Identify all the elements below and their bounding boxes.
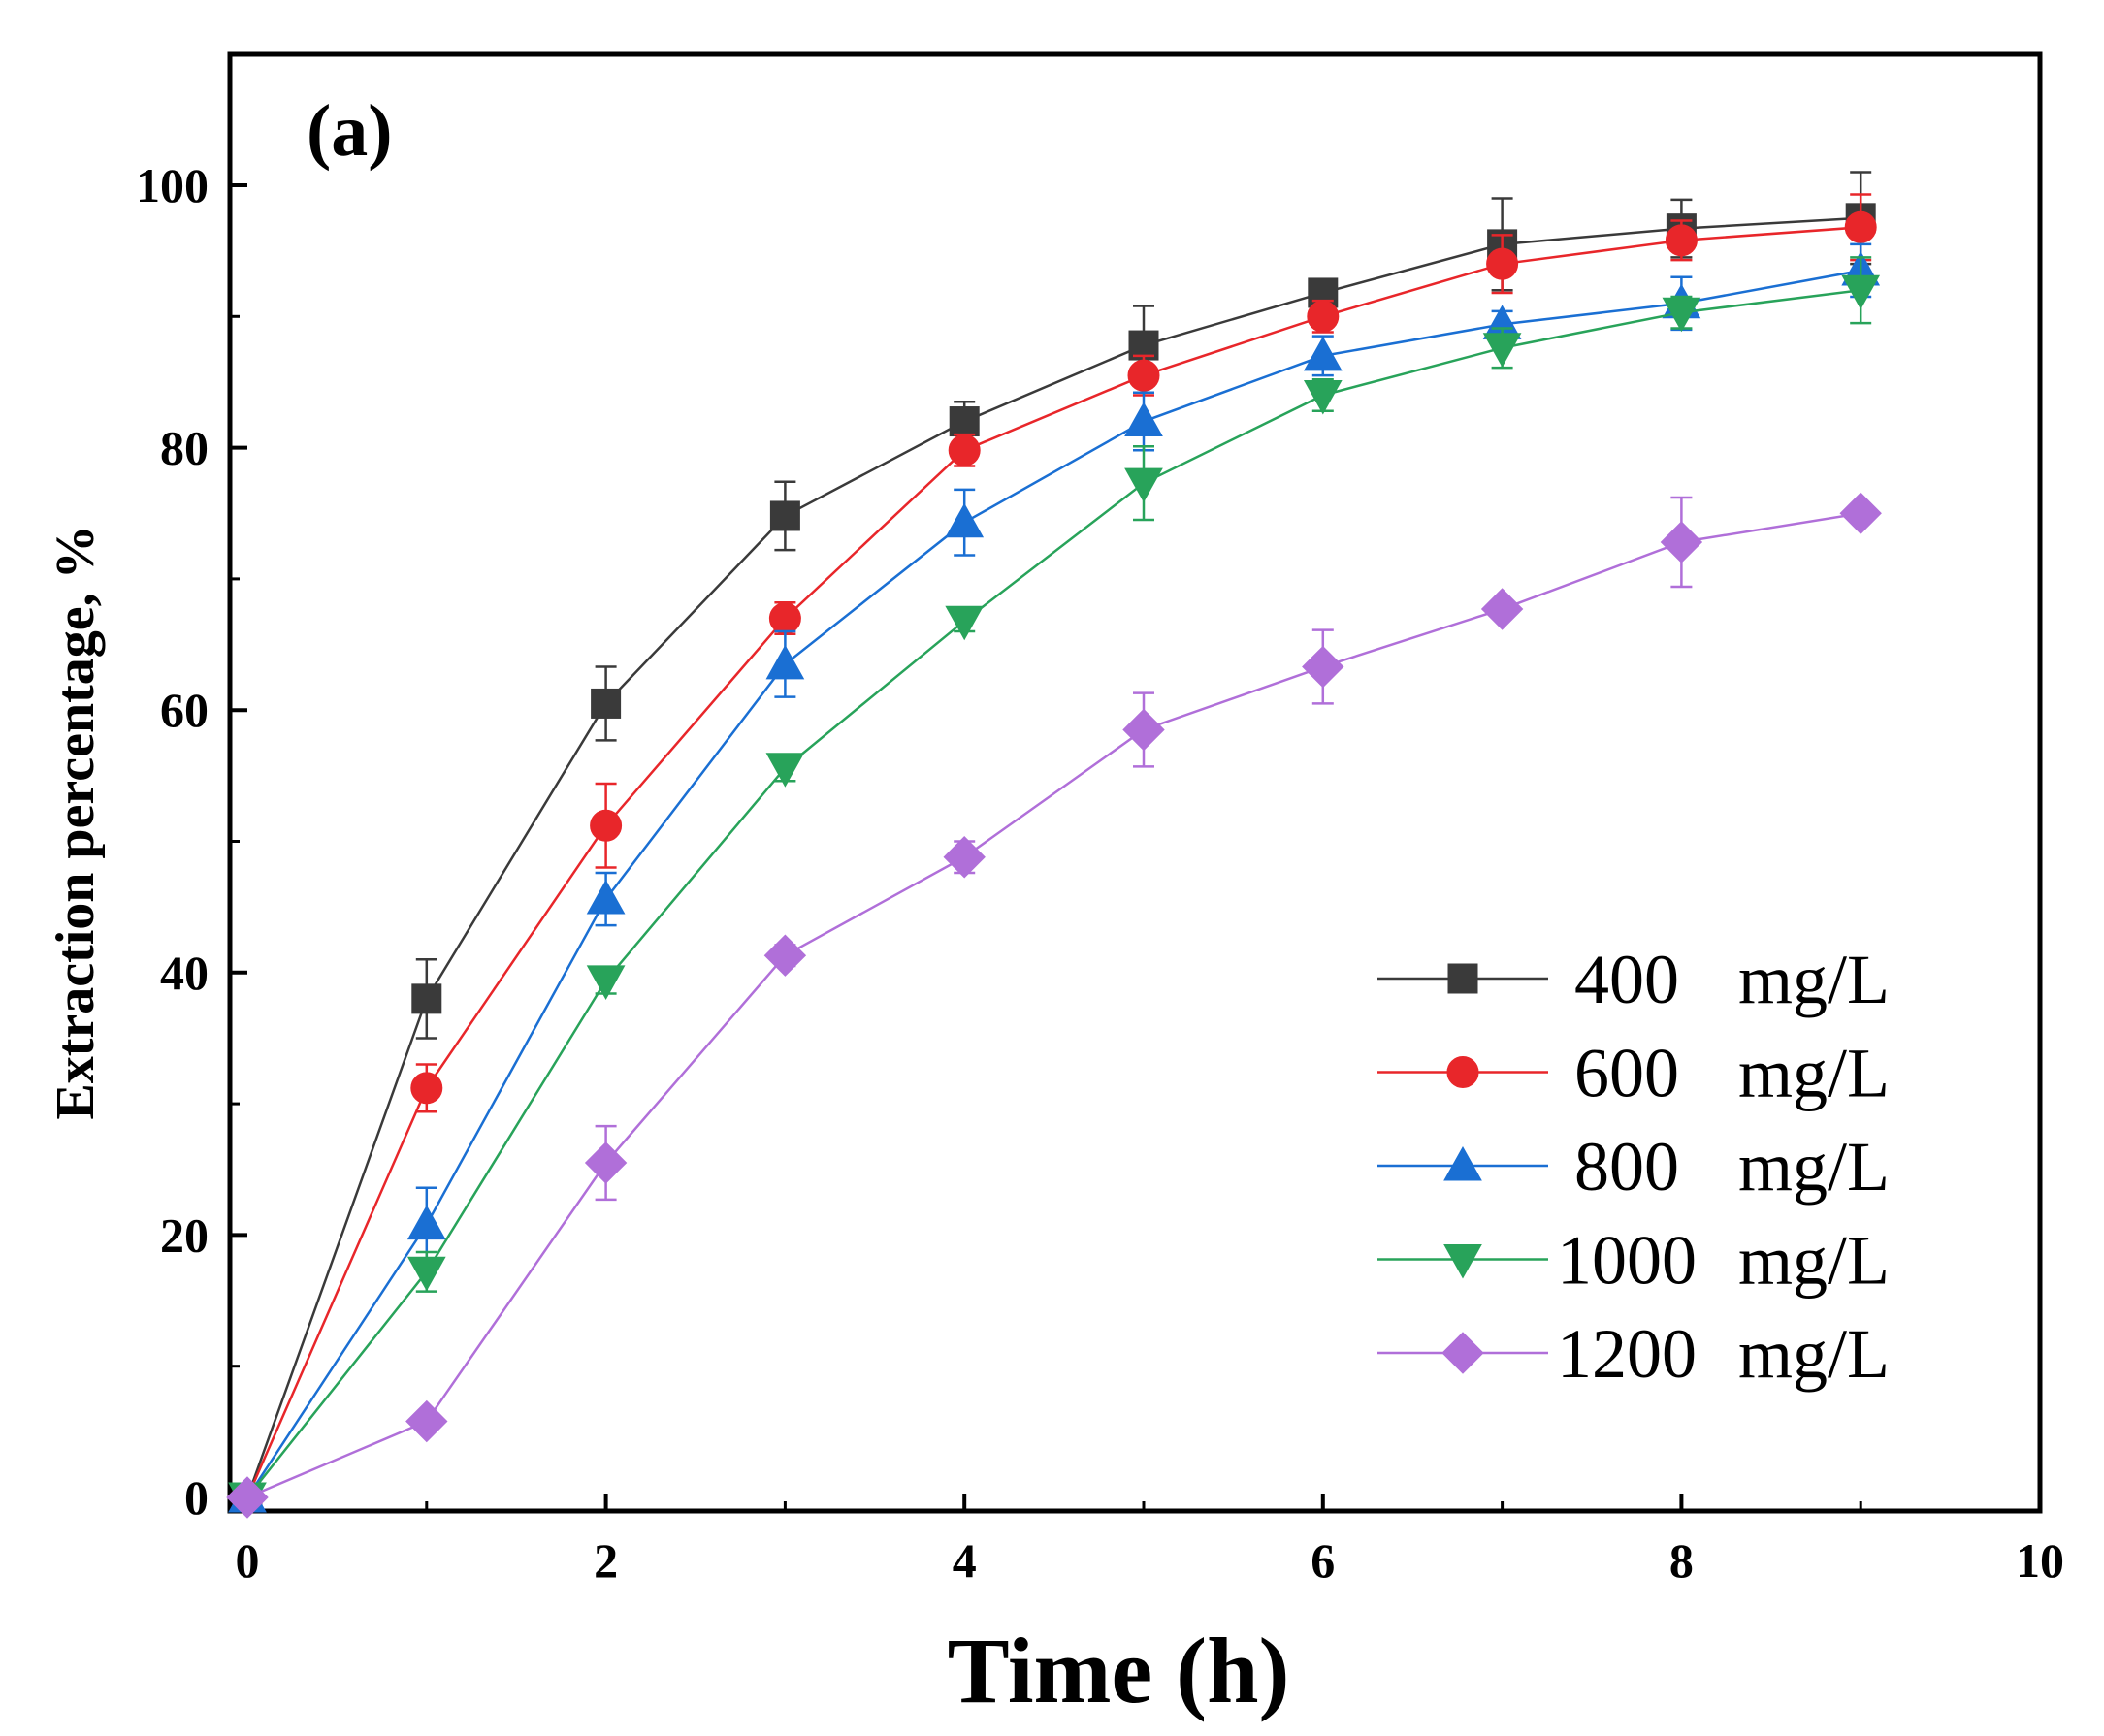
- legend-unit: mg/L: [1738, 941, 1890, 1018]
- legend-unit: mg/L: [1738, 1315, 1890, 1393]
- series-1000: [228, 256, 1881, 1518]
- data-point: [1841, 274, 1881, 310]
- data-point: [945, 605, 985, 641]
- data-point: [763, 934, 807, 977]
- x-axis-title: Time (h): [948, 1619, 1290, 1722]
- legend-marker: [1443, 1145, 1482, 1181]
- legend-value: 800: [1574, 1128, 1679, 1206]
- data-point: [1124, 467, 1163, 503]
- legend-unit: mg/L: [1738, 1035, 1890, 1112]
- legend-item-600: 600 mg/L: [1377, 1035, 1890, 1112]
- data-point: [769, 500, 800, 531]
- series-1200: [226, 492, 1882, 1519]
- series-layer: [226, 171, 1882, 1519]
- y-tick-label: 0: [184, 1470, 209, 1525]
- x-tick-label: 6: [1311, 1533, 1335, 1588]
- data-point: [1480, 588, 1524, 630]
- series-line: [245, 216, 1861, 1498]
- data-point: [1303, 336, 1343, 371]
- data-point: [226, 1476, 269, 1519]
- data-point: [1302, 645, 1344, 689]
- data-point: [948, 434, 981, 466]
- legend-marker: [1441, 1332, 1484, 1374]
- data-point: [1844, 210, 1877, 243]
- legend-marker: [1447, 963, 1478, 994]
- data-point: [949, 406, 980, 437]
- data-point: [1127, 359, 1160, 392]
- data-point: [1665, 224, 1698, 257]
- series-line: [246, 288, 1861, 1498]
- data-point: [943, 836, 986, 879]
- data-point: [411, 983, 442, 1014]
- data-point: [405, 1399, 448, 1443]
- y-tick-label: 100: [136, 158, 209, 212]
- series-600: [231, 193, 1877, 1514]
- legend-value: 400: [1574, 941, 1679, 1018]
- data-point: [1307, 300, 1340, 333]
- data-point: [406, 1205, 446, 1240]
- x-tick-label: 4: [953, 1533, 977, 1588]
- y-tick-label: 40: [160, 946, 209, 1000]
- plot-frame: [227, 51, 2043, 1514]
- legend-item-1200: 1200 mg/L: [1377, 1315, 1890, 1393]
- data-point: [1486, 247, 1519, 280]
- data-point: [410, 1072, 443, 1105]
- data-point: [1662, 297, 1701, 333]
- data-point: [1124, 402, 1163, 437]
- data-point: [586, 880, 626, 915]
- series-400: [232, 171, 1876, 1513]
- series-line: [245, 269, 1861, 1498]
- legend-unit: mg/L: [1738, 1222, 1890, 1300]
- data-point: [406, 1256, 446, 1292]
- legend-marker: [1443, 1244, 1482, 1279]
- y-axis-title: Extraction percentage, %: [46, 525, 106, 1119]
- data-point: [1303, 379, 1343, 415]
- data-point: [768, 601, 801, 634]
- y-tick-label: 20: [160, 1207, 209, 1262]
- data-point: [590, 809, 623, 842]
- legend-item-400: 400 mg/L: [1377, 941, 1890, 1018]
- data-point: [1122, 708, 1165, 752]
- legend-value: 1000: [1557, 1222, 1697, 1300]
- data-point: [1839, 492, 1882, 534]
- legend-value: 1200: [1557, 1315, 1697, 1393]
- data-point: [1482, 333, 1522, 368]
- x-tick-label: 2: [594, 1533, 618, 1588]
- data-point: [765, 753, 805, 788]
- legend: 400 mg/L 600 mg/L 800 mg/L 1000 mg/L 1200 mg/L: [1377, 941, 1890, 1393]
- data-point: [1660, 521, 1703, 563]
- legend-item-1000: 1000 mg/L: [1377, 1222, 1890, 1300]
- data-point: [584, 1141, 628, 1184]
- legend-value: 600: [1574, 1035, 1679, 1112]
- x-tick-label: 8: [1669, 1533, 1694, 1588]
- panel-label: (a): [307, 90, 393, 172]
- y-tick-label: 60: [160, 683, 209, 737]
- x-tick-label: 10: [2016, 1533, 2064, 1588]
- x-tick-label: 0: [236, 1533, 260, 1588]
- y-tick-label: 80: [160, 421, 209, 475]
- legend-item-800: 800 mg/L: [1377, 1128, 1890, 1206]
- series-line: [245, 226, 1861, 1498]
- legend-unit: mg/L: [1738, 1128, 1890, 1206]
- legend-marker: [1446, 1056, 1479, 1088]
- data-point: [765, 644, 805, 680]
- data-point: [945, 502, 985, 538]
- data-point: [591, 688, 622, 719]
- data-point: [586, 965, 626, 1000]
- series-line: [246, 512, 1861, 1499]
